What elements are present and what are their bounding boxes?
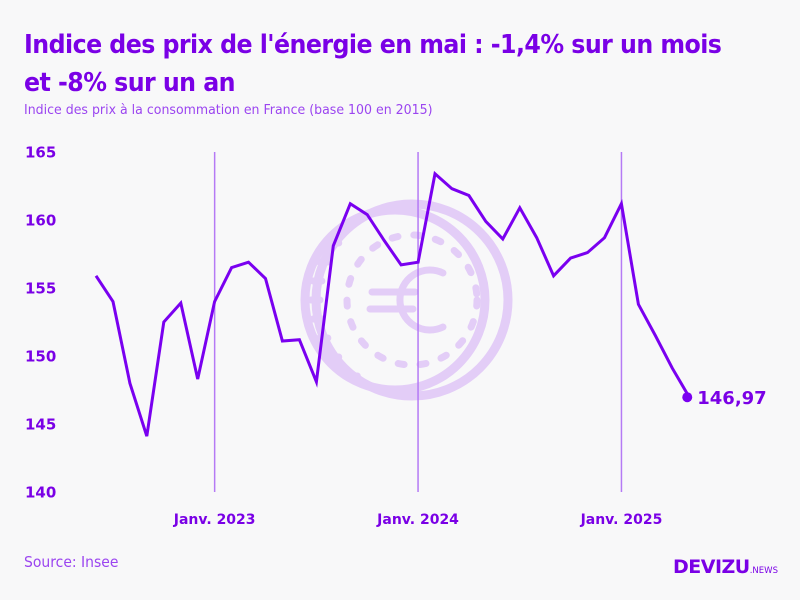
- x-tick-label: Janv. 2025: [580, 512, 663, 528]
- chart-subtitle: Indice des prix à la consommation en Fra…: [24, 102, 433, 118]
- y-tick-label: 140: [25, 484, 56, 502]
- brand-logo[interactable]: DEVIZU.NEWS: [673, 556, 778, 578]
- y-tick-label: 150: [25, 348, 56, 366]
- y-tick-label: 160: [25, 212, 56, 230]
- logo-suffix-text: .NEWS: [749, 566, 778, 576]
- end-point-marker: [682, 392, 693, 403]
- x-tick-label: Janv. 2024: [376, 512, 459, 528]
- series-line: [94, 170, 691, 437]
- logo-main-text: DEVIZU: [673, 556, 750, 578]
- y-tick-label: 145: [25, 416, 56, 434]
- year-reference-lines: [213, 152, 623, 492]
- source-note: Source: Insee: [24, 553, 119, 571]
- x-axis: Janv. 2023 Janv. 2024 Janv. 2025: [173, 512, 663, 528]
- y-tick-label: 155: [25, 280, 56, 298]
- x-tick-label: Janv. 2023: [173, 512, 256, 528]
- y-axis: 165 160 155 150 145 140: [25, 144, 56, 502]
- y-tick-label: 165: [25, 144, 56, 162]
- coin-dashed-ring: [343, 231, 481, 369]
- coin-face-rim: [311, 199, 513, 401]
- euro-coin-icon: [300, 199, 513, 401]
- chart-title: Indice des prix de l'énergie en mai : -1…: [24, 30, 722, 98]
- euro-symbol: [396, 266, 447, 334]
- end-value-label: 146,97: [697, 388, 766, 409]
